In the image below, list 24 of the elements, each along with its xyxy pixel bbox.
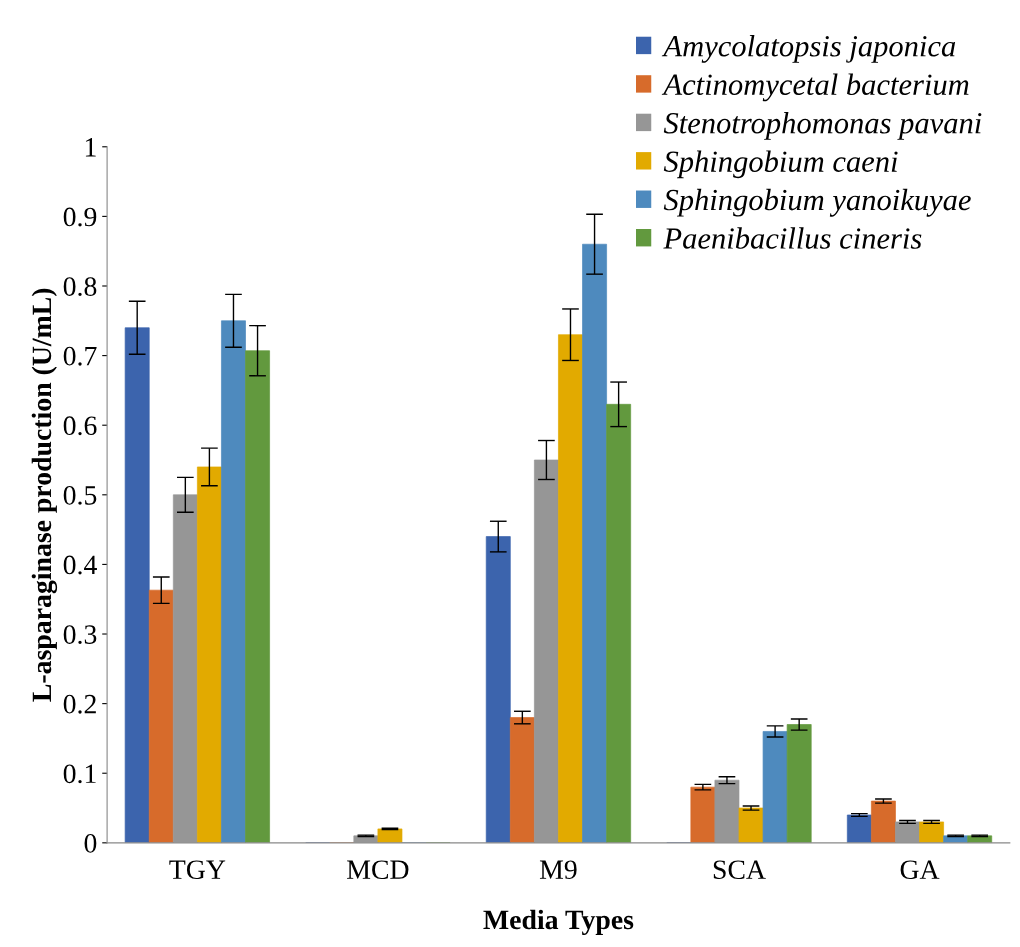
legend-label: Paenibacillus cineris [663, 227, 922, 249]
y-tick-label: 0.6 [63, 416, 97, 436]
y-tick-label: 0.9 [63, 207, 97, 227]
legend-label: Stenotrophomonas pavani [663, 112, 982, 140]
y-tick-label: 1 [85, 138, 96, 157]
y-tick-label: 0.8 [63, 277, 97, 297]
y-axis-title: L-asparaginase production (U/mL) [31, 288, 58, 702]
x-tick-label: M9 [539, 860, 577, 880]
legend-label: Amycolatopsis japonica [661, 35, 956, 63]
x-tick-label: GA [900, 860, 940, 880]
x-tick-label: TGY [169, 860, 226, 880]
legend-label: Sphingobium caeni [663, 150, 898, 179]
legend-label: Actinomycetal bacterium [661, 73, 969, 102]
y-tick-label: 0 [84, 834, 97, 853]
y-tick-label: 0.3 [63, 625, 97, 645]
x-tick-label: MCD [347, 860, 409, 880]
y-tick-label: 0.5 [63, 485, 97, 505]
y-tick-label: 0.7 [63, 346, 97, 366]
y-tick-label: 0.2 [63, 694, 96, 714]
x-axis-title: Media Types [483, 909, 634, 935]
y-tick-label: 0.4 [63, 555, 97, 575]
legend-label: Sphingobium yanoikuyae [663, 188, 971, 217]
x-tick-label: SCA [713, 860, 766, 880]
y-tick-label: 0.1 [63, 764, 96, 784]
